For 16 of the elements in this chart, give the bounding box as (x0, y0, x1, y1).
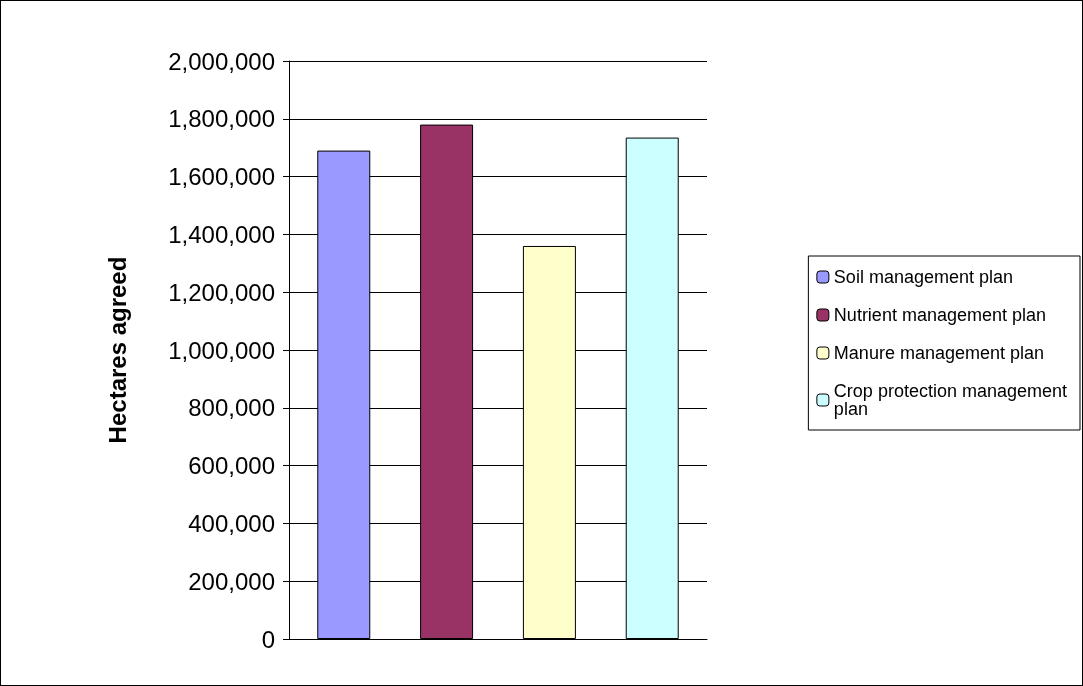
y-tick-label: 1,400,000 (168, 220, 275, 248)
y-tick-label: 400,000 (188, 509, 275, 537)
y-tick-label: 600,000 (188, 452, 275, 480)
legend-label: Crop protection management plan (833, 381, 1073, 419)
legend-label: Soil management plan (833, 267, 1013, 287)
y-tick-label: 1,200,000 (168, 278, 275, 306)
y-tick-label: 1,800,000 (168, 105, 275, 133)
y-axis-title: Hectares agreed (103, 256, 131, 444)
y-tick-label: 2,000,000 (168, 47, 275, 75)
y-tick-label: 0 (261, 625, 275, 653)
legend-label: Nutrient management plan (833, 305, 1046, 325)
y-tick-label: 800,000 (188, 394, 275, 422)
y-tick-label: 1,000,000 (168, 336, 275, 364)
y-tick-label: 200,000 (188, 567, 275, 595)
y-tick-label: 1,600,000 (168, 163, 275, 191)
legend-label: Manure management plan (833, 343, 1045, 363)
